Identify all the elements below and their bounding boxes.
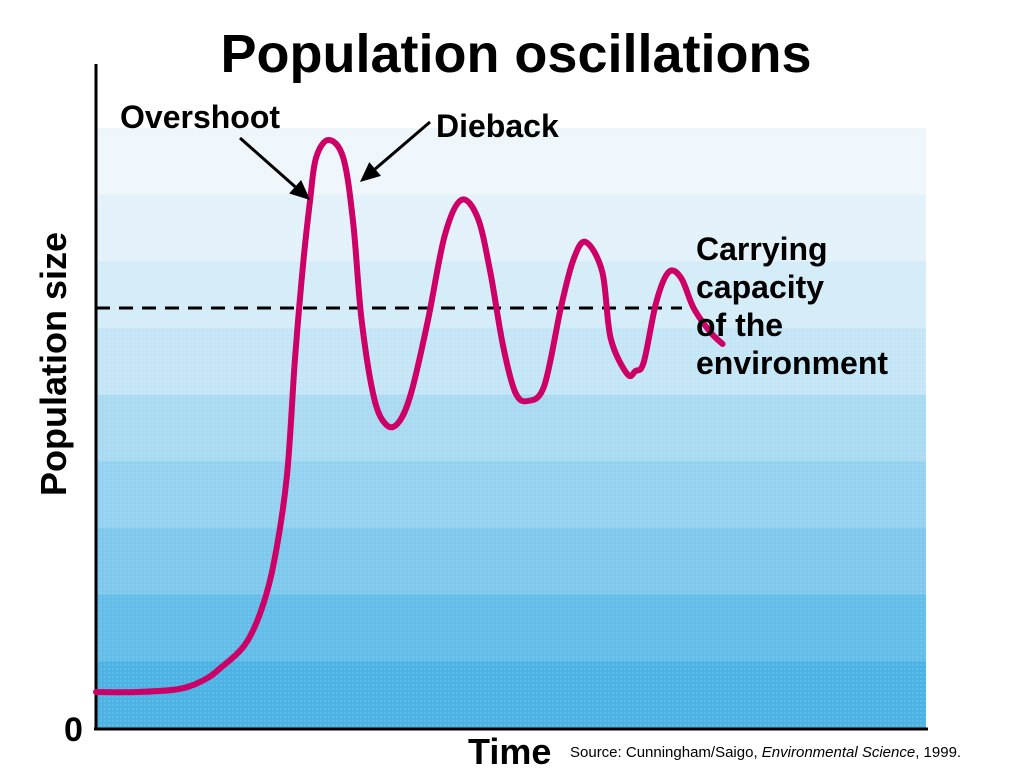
source-prefix: Source: Cunningham/Saigo, bbox=[570, 744, 762, 761]
x-axis-label: Time bbox=[468, 731, 551, 768]
population-curve bbox=[93, 137, 726, 696]
annotation-arrows bbox=[239, 120, 431, 200]
chart-title: Population oscillations bbox=[220, 24, 811, 84]
y-tick-zero: 0 bbox=[64, 711, 83, 749]
source-suffix: , 1999. bbox=[915, 744, 962, 761]
source-citation: Source: Cunningham/Saigo, Environmental … bbox=[570, 744, 961, 761]
dot-texture bbox=[96, 130, 926, 728]
overshoot-arrow bbox=[239, 136, 311, 200]
annotation-dieback: Dieback bbox=[436, 108, 559, 144]
carrying-capacity-label-2: capacity bbox=[696, 269, 824, 305]
dieback-arrow bbox=[359, 120, 431, 182]
source-work: Environmental Science bbox=[761, 744, 916, 761]
y-axis-label: Population size bbox=[33, 232, 74, 496]
carrying-capacity-label-4: environment bbox=[696, 345, 888, 381]
carrying-capacity-label-1: Carrying bbox=[696, 231, 828, 267]
carrying-capacity-label-3: of the bbox=[696, 307, 783, 343]
annotation-overshoot: Overshoot bbox=[120, 99, 280, 135]
